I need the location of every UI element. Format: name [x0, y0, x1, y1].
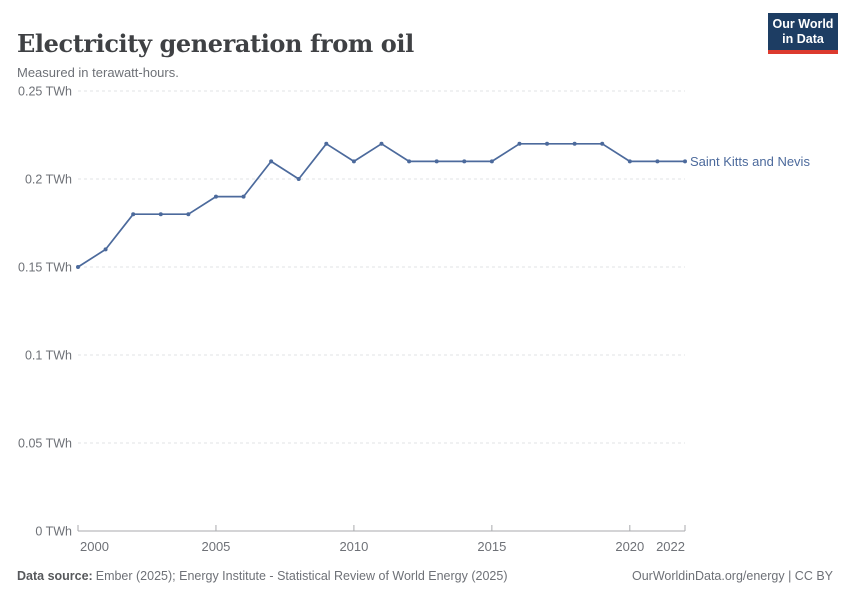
- y-tick-label: 0.25 TWh: [18, 85, 72, 99]
- data-point[interactable]: [269, 159, 274, 164]
- x-tick-label: 2000: [80, 539, 109, 554]
- data-point[interactable]: [158, 212, 163, 217]
- license-link[interactable]: OurWorldinData.org/energy | CC BY: [631, 569, 833, 583]
- data-point[interactable]: [683, 159, 687, 164]
- page-title: Electricity generation from oil: [17, 29, 414, 59]
- data-point[interactable]: [76, 265, 80, 269]
- owid-logo-line2: in Data: [782, 32, 824, 46]
- data-source-text: Ember (2025); Energy Institute - Statist…: [95, 569, 508, 583]
- data-point[interactable]: [434, 159, 439, 164]
- data-point[interactable]: [545, 141, 550, 146]
- data-point[interactable]: [379, 141, 384, 146]
- data-point[interactable]: [462, 159, 467, 164]
- x-tick-label: 2015: [477, 539, 506, 554]
- data-point[interactable]: [241, 194, 246, 199]
- data-source-note: Data source: Ember (2025); Energy Institu…: [17, 569, 507, 583]
- data-point[interactable]: [351, 159, 356, 164]
- x-tick-label: 2020: [615, 539, 644, 554]
- x-tick-label: 2010: [339, 539, 368, 554]
- data-point[interactable]: [407, 159, 412, 164]
- data-point[interactable]: [186, 212, 191, 217]
- data-point[interactable]: [600, 141, 605, 146]
- data-source-label: Data source:: [17, 569, 93, 583]
- data-point[interactable]: [572, 141, 577, 146]
- data-point[interactable]: [655, 159, 660, 164]
- y-tick-label: 0.1 TWh: [25, 349, 72, 363]
- y-tick-label: 0.15 TWh: [18, 261, 72, 275]
- data-point[interactable]: [489, 159, 494, 164]
- data-point[interactable]: [324, 141, 329, 146]
- x-tick-label: 2005: [201, 539, 230, 554]
- series-end-label[interactable]: Saint Kitts and Nevis: [690, 154, 810, 169]
- y-tick-label: 0.2 TWh: [25, 173, 72, 187]
- data-line[interactable]: [77, 142, 685, 268]
- y-tick-label: 0 TWh: [35, 525, 72, 539]
- data-point[interactable]: [103, 247, 108, 252]
- owid-logo[interactable]: Our World in Data: [768, 13, 838, 54]
- data-point[interactable]: [517, 141, 522, 146]
- owid-logo-line1: Our World: [772, 17, 834, 31]
- x-tick-label: 2022: [656, 539, 685, 554]
- y-tick-label: 0.05 TWh: [18, 437, 72, 451]
- data-point[interactable]: [296, 177, 301, 181]
- data-point[interactable]: [131, 212, 136, 217]
- data-point[interactable]: [627, 159, 632, 164]
- chart-subtitle: Measured in terawatt-hours.: [17, 65, 179, 80]
- data-point[interactable]: [213, 194, 218, 199]
